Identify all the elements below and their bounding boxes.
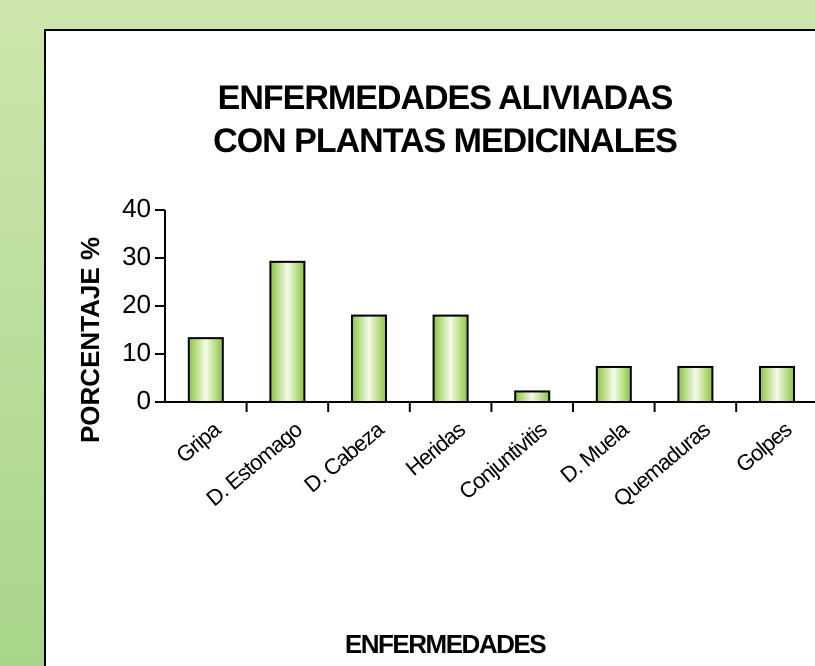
chart-title: CON PLANTAS MEDICINALES <box>213 122 677 160</box>
chart-title: ENFERMEDADES ALIVIADAS <box>218 79 673 117</box>
bar <box>351 314 387 404</box>
y-axis-title: PORCENTAJE % <box>75 237 105 443</box>
bar <box>514 390 551 404</box>
bar <box>187 337 224 404</box>
y-tick-label: 20 <box>122 289 151 319</box>
bar <box>269 260 306 403</box>
y-tick-label: 10 <box>122 337 151 367</box>
y-tick-label: 0 <box>137 385 151 415</box>
bar <box>677 365 714 403</box>
y-tick-label: 30 <box>122 241 151 271</box>
bar <box>595 365 632 403</box>
x-axis-title: ENFERMEDADES <box>345 629 546 659</box>
y-tick-label: 40 <box>122 193 151 223</box>
chart-panel <box>44 29 815 666</box>
bar <box>759 365 795 403</box>
bar <box>432 314 469 404</box>
